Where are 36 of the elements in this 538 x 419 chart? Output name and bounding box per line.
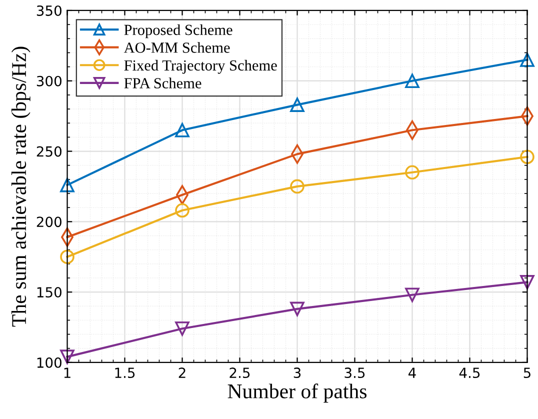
x-tick-label: 1.5 <box>115 368 135 378</box>
y-tick-label: 350 <box>36 5 62 16</box>
legend-label: AO-MM Scheme <box>124 42 230 53</box>
x-tick-label: 4 <box>408 368 416 378</box>
x-tick-label: 3.5 <box>344 368 365 378</box>
point <box>60 250 74 264</box>
legend-label: Fixed Trajectory Scheme <box>124 60 277 74</box>
point <box>175 203 190 218</box>
x-tick-label: 3 <box>294 368 301 378</box>
y-tick-label: 100 <box>37 357 62 368</box>
y-tick-label: 250 <box>36 146 62 157</box>
point <box>60 350 74 364</box>
point <box>405 165 420 180</box>
y-axis-title: The sum achievable rate (bps/Hz) <box>11 46 30 327</box>
point <box>405 288 420 302</box>
y-tick-label: 200 <box>36 216 62 228</box>
x-tick-label: 2 <box>178 368 186 378</box>
point <box>405 74 420 88</box>
y-tick-label: 150 <box>37 287 62 298</box>
x-tick-label: 2.5 <box>230 368 250 378</box>
legend-label: Proposed Scheme <box>124 24 232 38</box>
point <box>290 302 304 316</box>
point <box>520 150 534 164</box>
x-axis-title: Number of paths <box>228 384 366 403</box>
x-tick-label: 4.5 <box>459 368 480 378</box>
point <box>175 122 190 138</box>
point <box>175 321 190 336</box>
point <box>290 179 304 194</box>
point <box>60 178 74 192</box>
point <box>520 275 534 290</box>
x-tick-label: 5 <box>524 368 530 378</box>
y-tick-label: 300 <box>36 76 62 86</box>
x-tick-label: 1 <box>64 368 70 378</box>
point <box>290 98 304 112</box>
legend-label: FPA Scheme <box>124 78 202 88</box>
point <box>520 52 534 67</box>
